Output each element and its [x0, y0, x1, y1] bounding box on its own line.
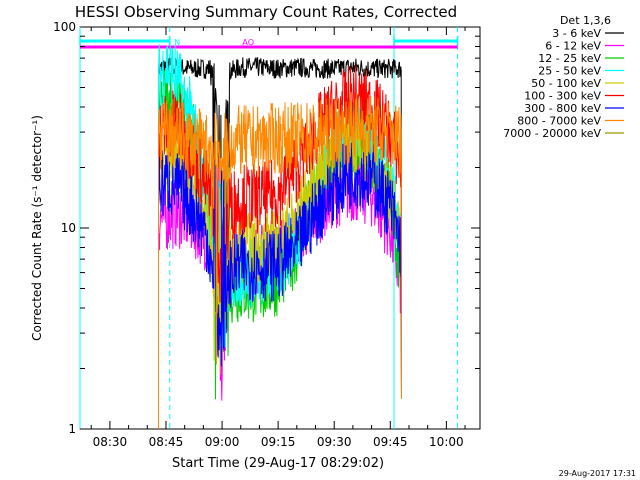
legend-label: 25 - 50 keV — [538, 65, 601, 78]
legend-label: 100 - 300 keV — [524, 90, 601, 103]
x-tick-label: 10:00 — [429, 435, 464, 449]
series-line-7 — [158, 92, 402, 429]
x-tick-label: 09:15 — [261, 435, 296, 449]
x-tick-label: 09:00 — [205, 435, 240, 449]
y-axis-label: Corrected Count Rate (s⁻¹ detector⁻¹) — [30, 115, 44, 341]
x-tick-label: 08:45 — [149, 435, 184, 449]
legend-label: 6 - 12 keV — [545, 40, 601, 53]
legend-label: 12 - 25 keV — [538, 52, 601, 65]
series-line-0 — [158, 56, 402, 429]
legend-label: 7000 - 20000 keV — [503, 127, 601, 140]
x-axis-label: Start Time (29-Aug-17 08:29:02) — [172, 456, 384, 471]
legend-label: 50 - 100 keV — [531, 77, 601, 90]
legend-title: Det 1,3,6 — [560, 14, 611, 27]
series-line-5 — [158, 64, 402, 429]
legend-label: 3 - 6 keV — [552, 27, 601, 40]
x-tick-label: 09:45 — [373, 435, 408, 449]
x-tick-label: 08:30 — [93, 435, 128, 449]
legend-label: 800 - 7000 keV — [517, 115, 601, 128]
series-line-6 — [158, 142, 402, 429]
y-tick-label: 10 — [61, 221, 76, 235]
y-tick-label: 1 — [68, 422, 76, 436]
legend-label: 300 - 800 keV — [524, 102, 601, 115]
annotation-label: N — [174, 38, 180, 47]
y-tick-label: 100 — [53, 20, 76, 34]
annotation-label: AO — [242, 38, 254, 47]
footer-timestamp: 29-Aug-2017 17:31 — [559, 469, 636, 478]
chart-title: HESSI Observing Summary Count Rates, Cor… — [75, 3, 457, 21]
x-tick-label: 09:30 — [317, 435, 352, 449]
